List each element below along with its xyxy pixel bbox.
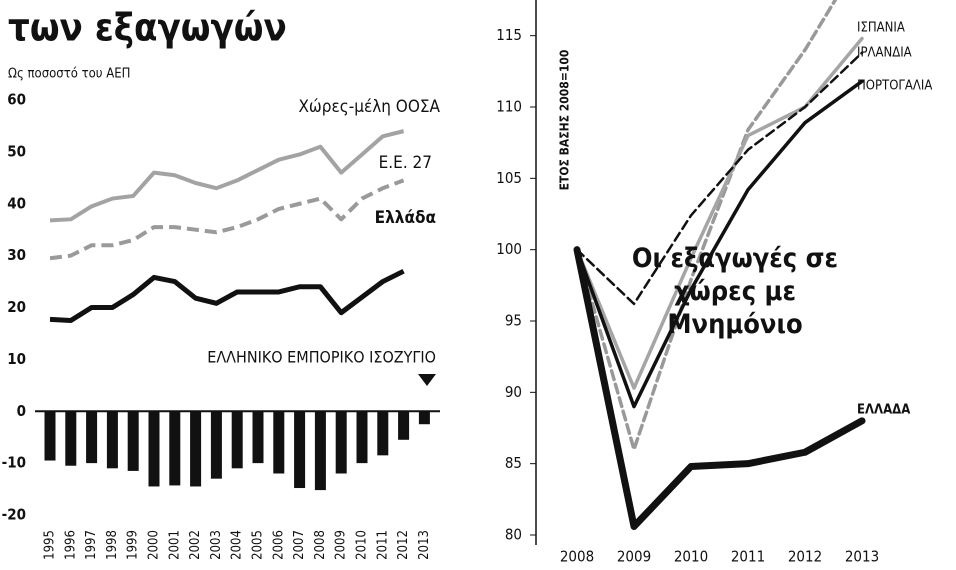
y-tick-label: 20: [7, 298, 26, 316]
y-tick-label: 105: [496, 169, 522, 187]
x-tick-label: 2000: [147, 530, 162, 560]
x-tick-label: 2008: [560, 548, 594, 566]
x-tick-label: 2001: [167, 530, 182, 560]
x-tick-label: 1996: [63, 530, 78, 560]
bar: [294, 411, 306, 489]
y-tick-label: 110: [496, 98, 522, 116]
x-tick-label: 2011: [731, 548, 765, 566]
y-tick-label: 0: [17, 402, 26, 420]
x-tick-label: 2003: [209, 530, 224, 560]
bar: [148, 411, 160, 487]
line: [49, 268, 405, 323]
bar: [314, 411, 326, 491]
bar: [335, 411, 347, 474]
line: [49, 129, 405, 223]
bar: [377, 411, 389, 456]
x-tick-label: 2004: [230, 530, 245, 560]
bar: [398, 411, 410, 440]
series-label: ΕΛΛΗΝΙΚΟ ΕΜΠΟΡΙΚΟ ΙΣΟΖΥΓΙΟ: [207, 348, 436, 367]
x-tick-label: 2010: [355, 530, 370, 560]
line: [49, 178, 405, 261]
bar: [252, 411, 264, 464]
y-axis-label: ΕΤΟΣ ΒΑΣΗΣ 2008=100: [558, 50, 572, 191]
y-tick-label: 80: [505, 526, 522, 544]
line: [575, 79, 864, 409]
x-tick-label: 1997: [84, 530, 99, 560]
series-label: Ε.Ε. 27: [379, 153, 432, 173]
series-label: ΙΡΛΑΝΔΙΑ: [857, 46, 912, 61]
bar: [418, 411, 430, 425]
x-tick-label: 2006: [271, 530, 286, 560]
series-label: Χώρες-μέλη ΟΟΣΑ: [298, 97, 440, 117]
bar: [65, 411, 77, 466]
series-label: ΕΛΛΑΔΑ: [857, 403, 910, 418]
line: [575, 36, 864, 390]
y-tick-label: -20: [2, 506, 26, 524]
x-tick-label: 2007: [292, 530, 307, 560]
bar: [273, 411, 285, 474]
plot-area: [573, 0, 866, 530]
y-tick-label: 10: [7, 350, 26, 368]
y-tick-label: 30: [7, 246, 26, 264]
bar: [86, 411, 98, 464]
y-tick-label: 95: [505, 312, 522, 330]
line: [575, 51, 864, 306]
bar: [44, 411, 56, 461]
bar: [169, 411, 181, 486]
y-tick-label: 40: [7, 194, 26, 212]
marker: [418, 374, 436, 386]
y-tick-label: 85: [505, 454, 522, 472]
bar: [190, 411, 202, 487]
bar: [231, 411, 243, 469]
bar: [106, 411, 118, 469]
y-tick-label: 60: [7, 91, 26, 109]
bar: [210, 411, 222, 479]
y-tick-label: -10: [2, 454, 26, 472]
series-label: ΙΣΠΑΝΙΑ: [857, 21, 905, 36]
x-tick-label: 2009: [617, 548, 651, 566]
x-tick-label: 2012: [396, 530, 411, 560]
x-tick-label: 2013: [417, 530, 432, 560]
y-tick-label: 115: [496, 26, 522, 44]
x-tick-label: 2002: [188, 530, 203, 560]
bar: [127, 411, 139, 471]
bar: [356, 411, 368, 464]
x-tick-label: 2009: [334, 530, 349, 560]
x-tick-label: 2011: [375, 530, 390, 560]
y-tick-label: 50: [7, 142, 26, 160]
y-tick-label: 100: [496, 240, 522, 258]
chart-title: Οι εξαγωγές σε χώρες με Μνημόνιο: [631, 243, 839, 340]
x-tick-label: 1995: [43, 530, 58, 560]
x-tick-label: 2008: [313, 530, 328, 560]
x-tick-label: 2013: [845, 548, 879, 566]
chart-title: των εξαγωγών: [8, 6, 287, 50]
chart-subtitle: Ως ποσοστό του ΑΕΠ: [8, 67, 130, 82]
x-tick-label: 2012: [788, 548, 822, 566]
x-tick-label: 2005: [251, 530, 266, 560]
line: [575, 0, 838, 452]
x-tick-label: 1998: [105, 530, 120, 560]
series-label: ΠΟΡΤΟΓΑΛΙΑ: [857, 79, 932, 94]
x-tick-label: 2010: [674, 548, 708, 566]
line: [573, 246, 866, 530]
x-tick-label: 1999: [126, 530, 141, 560]
series-label: Ελλάδα: [375, 208, 436, 228]
y-tick-label: 90: [505, 383, 522, 401]
